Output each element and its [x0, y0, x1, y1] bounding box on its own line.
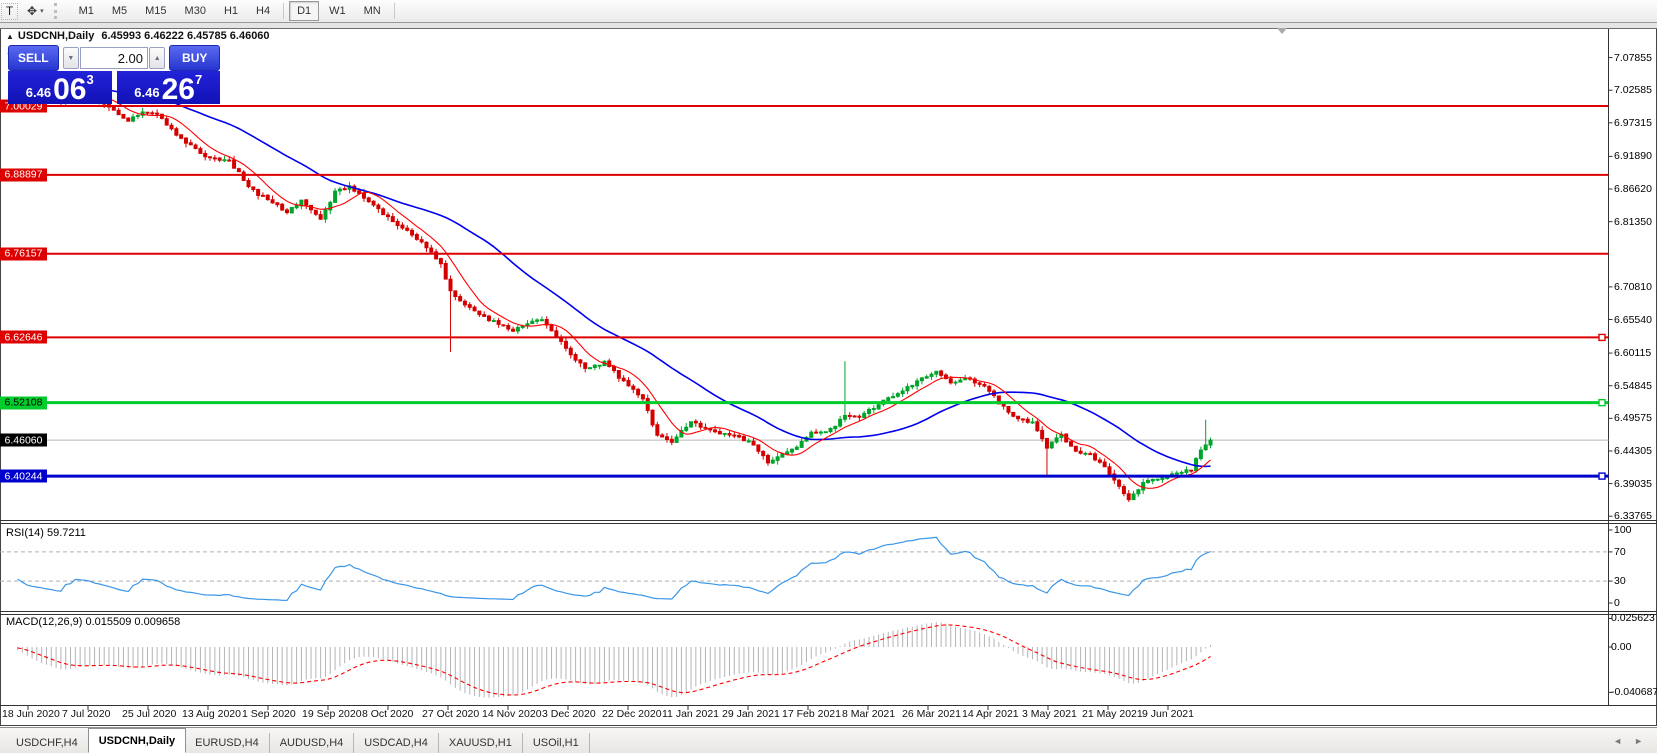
- chart-frame: [0, 28, 1657, 726]
- timeframe-MN[interactable]: MN: [363, 5, 381, 17]
- buy-price-prefix: 6.46: [134, 85, 160, 100]
- buy-price-big: 26: [161, 73, 195, 106]
- macd-histogram: [17, 622, 1211, 698]
- price-axis[interactable]: [1609, 28, 1657, 705]
- chevron-down-icon[interactable]: ▾: [40, 8, 44, 15]
- timeframe-H1[interactable]: H1: [223, 5, 239, 17]
- hline-6.62646[interactable]: [0, 333, 1609, 342]
- text-tool-button[interactable]: T: [1, 2, 18, 20]
- chart-scrollband[interactable]: [0, 22, 1657, 29]
- timeframe-M1[interactable]: M1: [78, 5, 94, 17]
- chart-tabs-bar: USDCHF,H4 USDCNH,Daily EURUSD,H4 AUDUSD,H4 U…: [0, 727, 1657, 753]
- macd-label: MACD(12,26,9) 0.015509 0.009658: [6, 616, 181, 628]
- tabs-scroll-left-icon[interactable]: ◄: [1613, 736, 1623, 746]
- tab-USDCAD-H4[interactable]: USDCAD,H4: [354, 733, 439, 753]
- tabs-scroll: ◄ ►: [1613, 736, 1643, 746]
- hline-6.52108[interactable]: [0, 398, 1609, 407]
- toolbar-grip[interactable]: [53, 3, 62, 19]
- tab-USOil-H1[interactable]: USOil,H1: [523, 733, 590, 753]
- tab-AUDUSD-H4[interactable]: AUDUSD,H4: [270, 733, 355, 753]
- timeframe-M15[interactable]: M15: [145, 5, 167, 17]
- chart-shift-marker-icon[interactable]: [1277, 28, 1287, 34]
- timeframe-M5[interactable]: M5: [111, 5, 128, 17]
- chart-symbol-period: USDCNH,Daily: [17, 30, 95, 42]
- collapse-icon[interactable]: ▲: [6, 31, 14, 41]
- candlesticks: [54, 90, 1213, 502]
- sell-price-sup: 3: [86, 72, 94, 87]
- buy-price-sup: 7: [194, 72, 203, 87]
- sell-button[interactable]: SELL: [8, 45, 59, 71]
- hline-6.40244[interactable]: [0, 472, 1609, 480]
- top-toolbar: T ✥ ▾ M1 M5 M15 M30 H1 H4 D1 W1 MN: [0, 0, 1657, 23]
- timeframe-toolbar: M1 M5 M15 M30 H1 H4 D1 W1 MN: [70, 1, 399, 21]
- one-click-trading-panel: SELL ▼ ▲ BUY 6.46 06 3 6.46 26 7: [8, 45, 220, 106]
- rsi-line: [17, 536, 1211, 602]
- ma-slow-line: [7, 52, 1211, 468]
- volume-increase-button[interactable]: ▲: [149, 47, 166, 69]
- sell-price-prefix: 6.46: [25, 85, 52, 100]
- chart-tabs: USDCHF,H4 USDCNH,Daily EURUSD,H4 AUDUSD,H4 U…: [6, 728, 590, 753]
- chart-ohlc-values: 6.45993 6.46222 6.45785 6.46060: [101, 30, 270, 42]
- sell-price-big: 06: [53, 73, 87, 106]
- rsi-label: RSI(14) 59.7211: [6, 527, 86, 539]
- volume-decrease-button[interactable]: ▼: [62, 47, 79, 69]
- tab-XAUUSD-H1[interactable]: XAUUSD,H1: [439, 733, 523, 753]
- tabs-scroll-right-icon[interactable]: ►: [1634, 736, 1643, 746]
- tab-USDCHF-H4[interactable]: USDCHF,H4: [6, 733, 89, 753]
- time-axis[interactable]: [0, 705, 1608, 725]
- chart-title: ▲ USDCNH,Daily 6.45993 6.46222 6.45785 6…: [6, 30, 270, 42]
- timeframe-M30[interactable]: M30: [184, 5, 206, 17]
- sell-price-display[interactable]: 6.46 06 3: [8, 71, 112, 106]
- timeframe-D1[interactable]: D1: [289, 1, 320, 21]
- buy-price-display[interactable]: 6.46 26 7: [116, 71, 220, 106]
- macd-signal-line: [17, 624, 1211, 696]
- cursor-tool-button[interactable]: ✥ ▾: [27, 4, 44, 18]
- volume-input[interactable]: [80, 47, 148, 69]
- buy-button[interactable]: BUY: [169, 45, 220, 71]
- toolbar-separator: [393, 3, 395, 19]
- timeframe-H4[interactable]: H4: [256, 5, 271, 17]
- tab-USDCNH-Daily[interactable]: USDCNH,Daily: [87, 728, 187, 753]
- tab-EURUSD-H4[interactable]: EURUSD,H4: [185, 733, 270, 753]
- cursor-tool-icon: ✥: [27, 4, 38, 18]
- toolbar-separator: [283, 3, 285, 19]
- timeframe-W1[interactable]: W1: [329, 5, 346, 17]
